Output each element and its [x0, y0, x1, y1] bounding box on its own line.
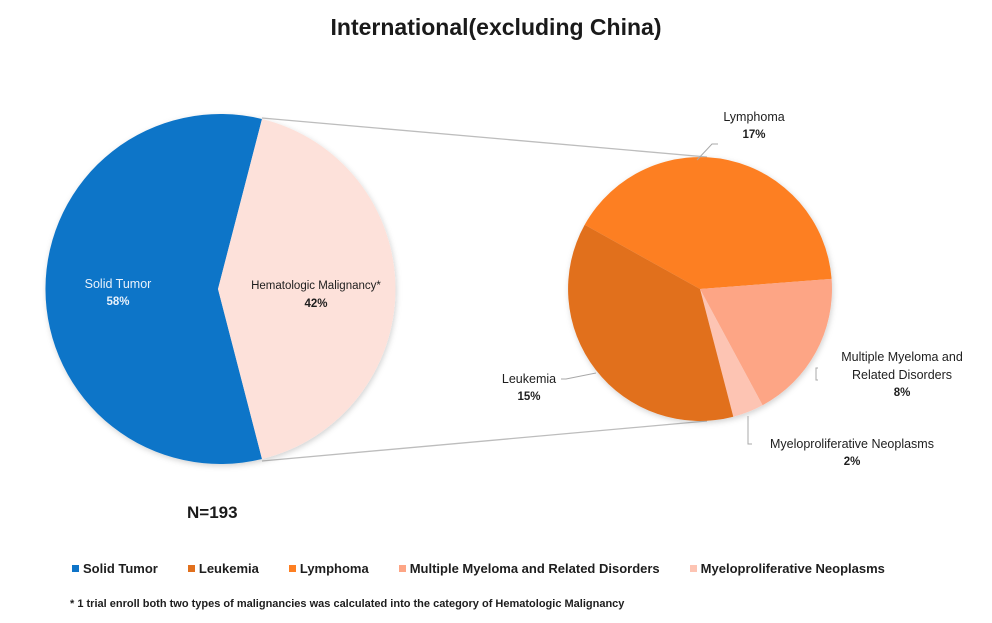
chart-title: International(excluding China) — [330, 14, 662, 40]
secondary-pie — [568, 157, 832, 421]
legend-item-leukemia[interactable]: Leukemia — [187, 561, 259, 576]
slice-lymphoma[interactable] — [584, 157, 832, 289]
legend-label: Leukemia — [198, 561, 259, 576]
slice-multiple-myeloma[interactable] — [700, 278, 832, 406]
legend-item-myeloproliferative[interactable]: Myeloproliferative Neoplasms — [689, 561, 885, 576]
label-multiple-myeloma-line1: Multiple Myeloma and — [841, 350, 963, 364]
label-hematologic: Hematologic Malignancy* 42% — [236, 277, 396, 313]
slice-leukemia[interactable] — [568, 224, 734, 421]
chart-legend: Solid Tumor Leukemia Lymphoma Multiple M… — [72, 561, 915, 576]
label-solid-tumor-name: Solid Tumor — [84, 277, 152, 291]
leader-line-multiple-myeloma — [815, 367, 818, 381]
label-lymphoma: Lymphoma 17% — [714, 108, 794, 144]
sample-size-label: N=193 — [187, 503, 238, 522]
legend-swatch-icon — [187, 565, 195, 572]
label-hematologic-pct: 42% — [304, 298, 328, 310]
slice-hematologic-malignancy[interactable] — [218, 119, 396, 459]
label-multiple-myeloma-line2: Related Disorders — [851, 368, 953, 382]
main-pie — [45, 113, 396, 465]
footnote: * 1 trial enroll both two types of malig… — [70, 598, 625, 610]
legend-label: Lymphoma — [299, 561, 369, 576]
label-lymphoma-name: Lymphoma — [723, 110, 785, 124]
label-solid-tumor: Solid Tumor 58% — [70, 275, 166, 311]
legend-swatch-icon — [72, 565, 79, 572]
label-leukemia-pct: 15% — [517, 391, 541, 403]
label-hematologic-name: Hematologic Malignancy* — [251, 280, 381, 292]
label-multiple-myeloma: Multiple Myeloma and Related Disorders 8… — [822, 348, 982, 402]
legend-item-multiple-myeloma[interactable]: Multiple Myeloma and Related Disorders — [398, 561, 660, 576]
legend-swatch-icon — [288, 565, 296, 572]
leader-line-lymphoma — [696, 143, 718, 161]
leader-line-leukemia — [561, 372, 597, 380]
slice-solid-tumor[interactable] — [45, 113, 262, 465]
label-leukemia: Leukemia 15% — [494, 370, 564, 406]
label-myeloproliferative-name: Myeloproliferative Neoplasms — [770, 437, 934, 451]
legend-label: Solid Tumor — [83, 561, 158, 576]
legend-item-solid-tumor[interactable]: Solid Tumor — [72, 561, 158, 576]
legend-swatch-icon — [398, 565, 406, 572]
label-multiple-myeloma-pct: 8% — [893, 387, 911, 399]
legend-swatch-icon — [689, 565, 697, 572]
legend-item-lymphoma[interactable]: Lymphoma — [288, 561, 369, 576]
label-leukemia-name: Leukemia — [501, 372, 557, 386]
slice-myeloproliferative-neoplasms[interactable] — [700, 289, 763, 417]
label-solid-tumor-pct: 58% — [106, 296, 130, 308]
leader-line-myeloproliferative — [747, 416, 752, 445]
connector-line-bottom — [261, 420, 708, 462]
label-myeloproliferative: Myeloproliferative Neoplasms 2% — [752, 435, 952, 471]
legend-label: Myeloproliferative Neoplasms — [700, 561, 885, 576]
label-myeloproliferative-pct: 2% — [843, 456, 861, 468]
legend-label: Multiple Myeloma and Related Disorders — [409, 561, 660, 576]
connector-line-top — [261, 117, 708, 158]
label-lymphoma-pct: 17% — [742, 129, 766, 141]
